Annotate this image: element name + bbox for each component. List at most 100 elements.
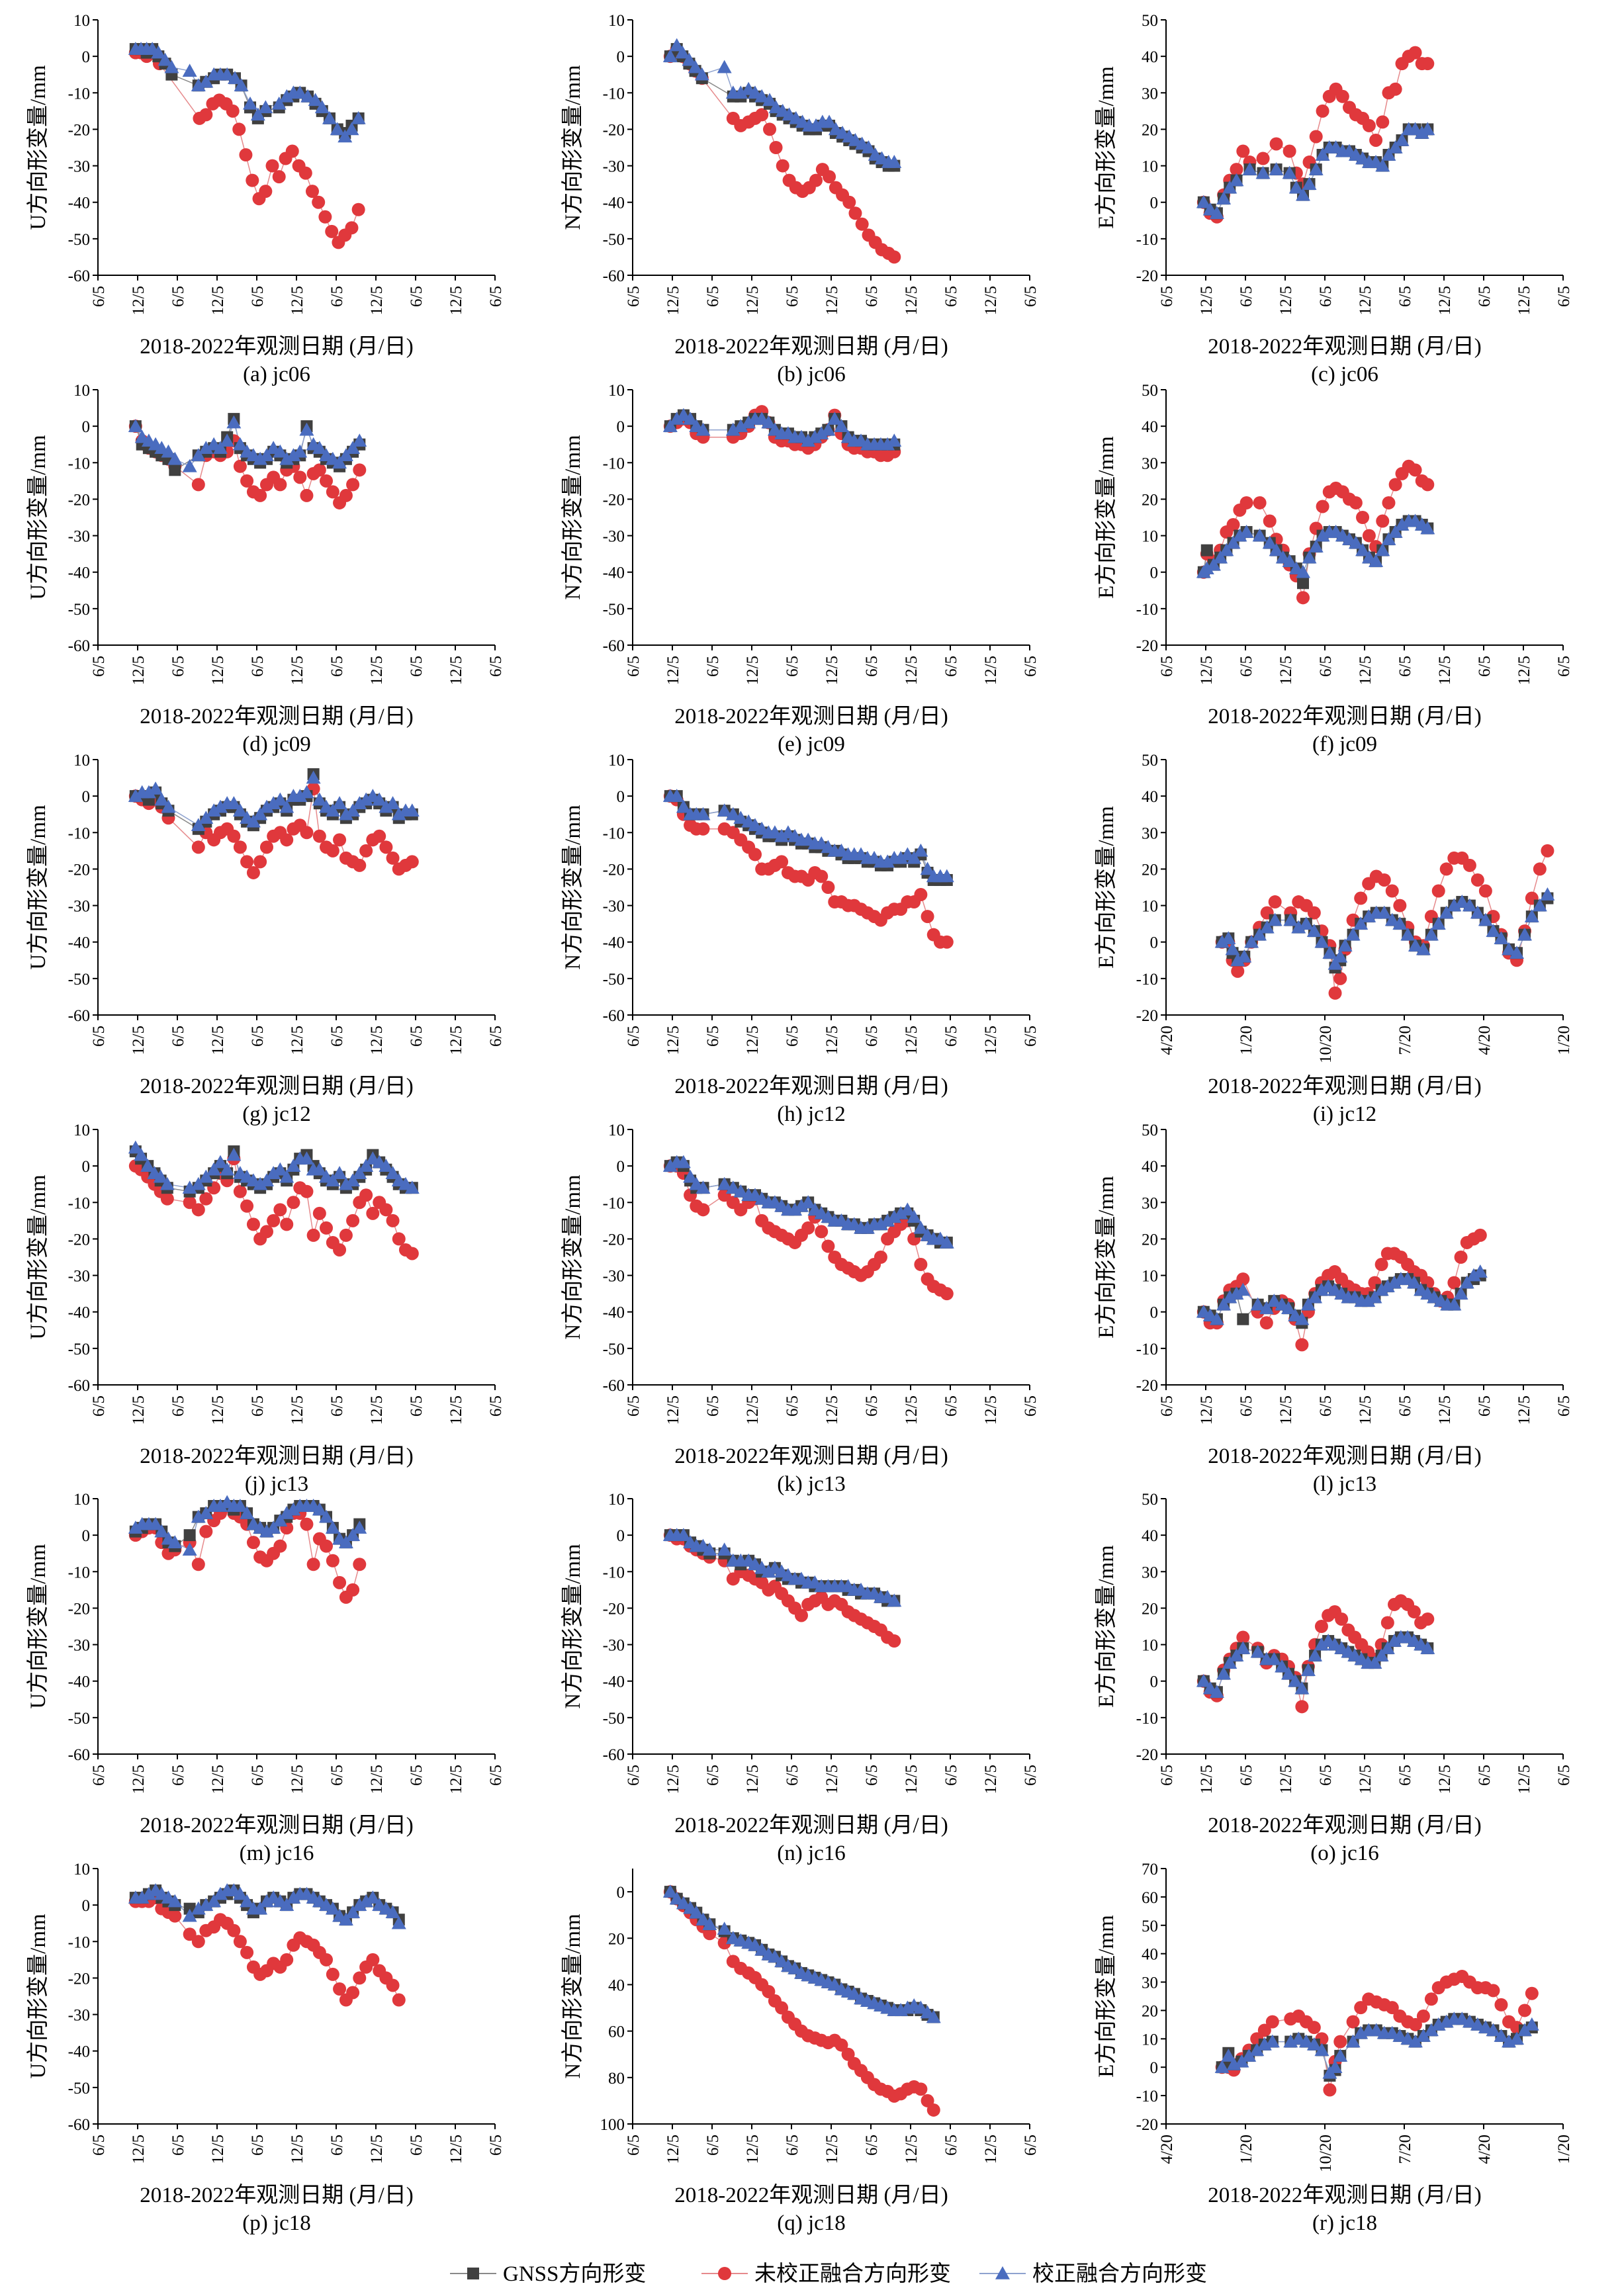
y-tick-label: -20 <box>68 491 90 509</box>
data-point <box>1408 46 1422 60</box>
y-tick-label: 30 <box>1142 1974 1158 1992</box>
data-point <box>279 1898 294 1911</box>
data-point <box>326 1554 339 1567</box>
data-point <box>359 1894 374 1908</box>
data-point <box>259 1894 274 1908</box>
data-point <box>266 1521 281 1534</box>
y-tick-label: 0 <box>82 48 91 66</box>
y-tick-label: 10 <box>1142 158 1158 176</box>
data-point <box>259 840 273 854</box>
data-point <box>345 1905 361 1918</box>
x-tick-label: 6/5 <box>1555 286 1573 307</box>
data-point <box>233 1184 247 1198</box>
data-point <box>226 1147 242 1161</box>
data-point <box>259 1225 273 1239</box>
data-point <box>913 843 928 857</box>
x-tick-label: 7/20 <box>1396 2135 1414 2164</box>
data-point <box>1420 521 1435 535</box>
x-tick-label: 12/5 <box>982 1026 1000 1055</box>
data-point <box>385 1166 400 1179</box>
x-tick-label: 12/5 <box>1277 656 1295 685</box>
x-tick-label: 6/5 <box>1158 1395 1176 1417</box>
y-tick-label: -40 <box>603 195 625 212</box>
data-point <box>250 107 265 121</box>
data-point <box>834 419 849 432</box>
data-point <box>774 1954 789 1968</box>
data-point <box>1300 1297 1316 1311</box>
data-point <box>1345 2034 1361 2048</box>
x-tick-label: 6/5 <box>942 1395 960 1417</box>
data-point <box>1281 1301 1296 1314</box>
x-axis-label: 2018-2022年观测日期 (月/日) <box>140 704 413 729</box>
data-point <box>717 1921 732 1935</box>
data-point <box>1374 1648 1389 1661</box>
data-point <box>1196 1673 1211 1687</box>
data-point <box>1470 905 1485 919</box>
y-tick-label: 40 <box>1142 418 1158 436</box>
data-point <box>874 1251 887 1264</box>
data-point <box>191 478 205 492</box>
data-point <box>1199 561 1214 574</box>
y-axis-label: N方向形变量/mm <box>561 1914 585 2079</box>
x-tick-label: 6/5 <box>1317 1765 1335 1786</box>
data-point <box>405 855 419 869</box>
x-tick-label: 6/5 <box>1022 656 1040 677</box>
data-point <box>199 74 214 88</box>
data-point <box>246 814 261 828</box>
data-point <box>1225 942 1240 955</box>
y-tick-label: -10 <box>1136 2088 1158 2105</box>
data-point <box>1249 2043 1265 2056</box>
data-point <box>259 448 274 462</box>
data-point <box>1298 2034 1314 2048</box>
data-point <box>1309 130 1323 144</box>
data-point <box>226 415 242 429</box>
data-point <box>320 1539 334 1553</box>
data-point <box>212 441 228 455</box>
data-point <box>1459 1275 1474 1289</box>
y-tick-label: -60 <box>603 1746 625 1764</box>
data-point <box>259 799 274 813</box>
data-point <box>702 1542 717 1556</box>
data-point <box>1356 511 1370 524</box>
data-point <box>272 170 286 184</box>
data-point <box>372 792 387 806</box>
data-point <box>1242 162 1257 175</box>
data-point <box>1400 927 1416 941</box>
x-tick-label: 12/5 <box>447 1026 465 1055</box>
data-point <box>1494 2029 1509 2042</box>
data-point <box>1472 1264 1488 1278</box>
y-tick-label: -60 <box>68 1377 90 1395</box>
x-tick-label: 12/5 <box>1198 656 1216 685</box>
data-point <box>913 2000 928 2014</box>
data-point <box>404 803 420 817</box>
data-point <box>676 1528 691 1541</box>
data-point <box>848 206 862 220</box>
x-tick-label: 6/5 <box>1396 286 1414 307</box>
data-point <box>1333 2049 1348 2062</box>
data-point <box>861 140 876 154</box>
y-tick-label: -30 <box>603 528 625 546</box>
data-point <box>392 1993 406 2007</box>
data-point <box>246 1536 260 1550</box>
data-point <box>280 1217 294 1231</box>
x-tick-label: 12/5 <box>744 1765 762 1794</box>
data-point <box>392 1232 406 1246</box>
x-tick-label: 6/5 <box>784 1765 801 1786</box>
data-point <box>1226 518 1240 532</box>
data-point <box>1222 1290 1238 1303</box>
x-tick-label: 12/5 <box>823 1765 841 1794</box>
data-point <box>292 789 308 802</box>
data-point <box>286 1890 301 1904</box>
data-point <box>1374 1258 1388 1272</box>
data-point <box>703 1927 717 1941</box>
data-point <box>1466 1268 1481 1282</box>
y-tick-label: -50 <box>68 971 90 989</box>
data-point <box>855 217 869 231</box>
x-axis-label: 2018-2022年观测日期 (月/日) <box>1208 704 1481 729</box>
data-point <box>128 419 143 432</box>
legend-label: 校正融合方向形变 <box>1032 2262 1207 2286</box>
data-point <box>232 803 248 817</box>
data-point <box>287 1196 300 1210</box>
data-point <box>191 840 205 854</box>
data-point <box>1421 1612 1435 1626</box>
